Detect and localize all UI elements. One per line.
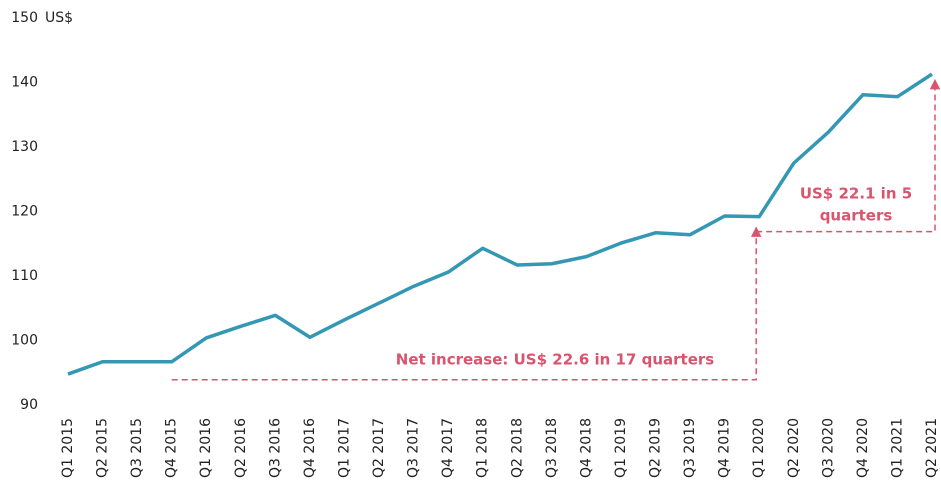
y-tick-label: 110 (11, 268, 38, 284)
x-tick-label: Q1 2018 (475, 418, 491, 478)
x-tick-label: Q3 2017 (406, 418, 422, 478)
x-tick-label: Q4 2017 (440, 418, 456, 478)
x-tick-label: Q4 2019 (717, 418, 733, 478)
x-tick-label: Q2 2021 (924, 418, 940, 478)
x-tick-label: Q1 2021 (889, 418, 905, 478)
x-tick-label: Q4 2018 (578, 418, 594, 478)
y-tick-label: 130 (11, 139, 38, 155)
y-tick-label: 140 (11, 75, 38, 91)
x-tick-label: Q2 2018 (509, 418, 525, 478)
x-tick-label: Q2 2015 (95, 418, 111, 478)
x-tick-label: Q1 2016 (198, 418, 214, 478)
y-tick-label: 90 (20, 397, 38, 413)
y-tick-label: 100 (11, 333, 38, 349)
x-tick-label: Q3 2018 (544, 418, 560, 478)
y-tick-label: 120 (11, 204, 38, 220)
y-unit: US$ (45, 10, 73, 26)
x-tick-label: Q2 2020 (786, 418, 802, 478)
annotation: US$ 22.1 in 5 (800, 185, 912, 203)
data-line (67, 72, 933, 376)
x-tick-label: Q1 2020 (751, 418, 767, 478)
annotation-line (171, 226, 762, 381)
x-tick-label: Q3 2019 (682, 418, 698, 478)
x-tick-label: Q3 2016 (267, 418, 283, 478)
x-tick-label: Q1 2017 (336, 418, 352, 478)
y-tick-label: 150 (11, 10, 38, 26)
x-tick-label: Q2 2019 (648, 418, 664, 478)
x-tick-label: Q4 2020 (855, 418, 871, 478)
annotation: Net increase: US$ 22.6 in 17 quarters (396, 350, 715, 368)
x-tick-label: Q2 2017 (371, 418, 387, 478)
x-tick-label: Q4 2016 (302, 418, 318, 478)
x-tick-label: Q3 2020 (820, 418, 836, 478)
annotation: quarters (820, 207, 893, 225)
x-tick-label: Q1 2015 (60, 418, 76, 478)
x-tick-label: Q1 2019 (613, 418, 629, 478)
x-tick-label: Q4 2015 (164, 418, 180, 478)
x-tick-label: Q3 2015 (129, 418, 145, 478)
x-tick-label: Q2 2016 (233, 418, 249, 478)
